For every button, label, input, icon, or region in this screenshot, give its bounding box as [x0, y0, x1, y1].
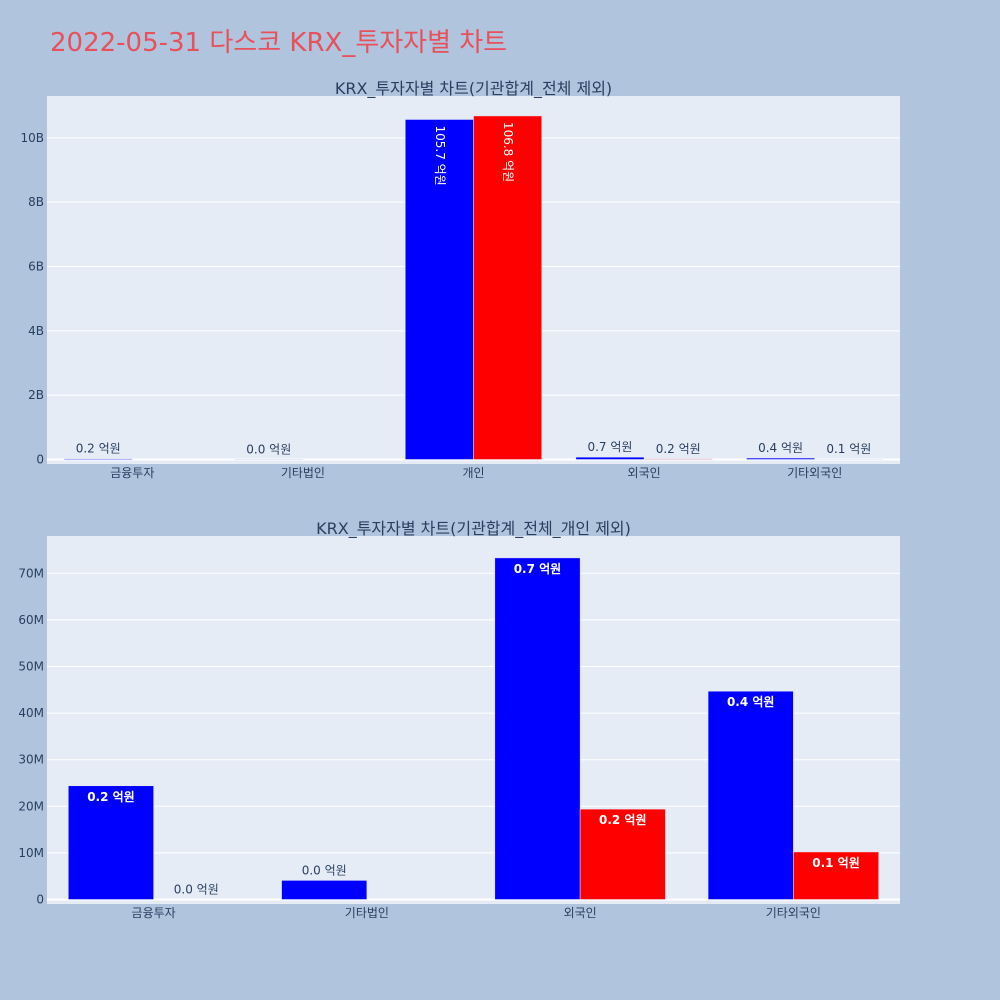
bar-value-label: 0.4 억원 [727, 695, 775, 709]
buy-bar [405, 119, 474, 460]
bar-value-label: 0.4 억원 [758, 441, 803, 455]
bar-value-label: 0.2 억원 [87, 790, 135, 804]
page-title: 2022-05-31 다스코 KRX_투자자별 차트 [50, 28, 508, 58]
buy-bar [707, 690, 794, 900]
x-tick-label: 외국인 [628, 466, 661, 480]
bar-value-label: 0.2 억원 [656, 442, 701, 456]
x-tick-label: 외국인 [564, 906, 597, 920]
y-tick-label: 10B [20, 131, 44, 145]
bar-value-label: 0.2 억원 [599, 813, 647, 827]
y-tick-label: 50M [18, 659, 44, 673]
x-tick-label: 기타외국인 [787, 466, 842, 480]
bar-value-label: 0.0 억원 [302, 863, 347, 877]
y-tick-label: 30M [18, 753, 44, 767]
bar-value-label: 106.8 억원 [501, 122, 515, 182]
y-tick-label: 2B [28, 388, 44, 402]
y-tick-label: 10M [18, 846, 44, 860]
y-tick-label: 4B [28, 324, 44, 338]
buy-bar [575, 456, 645, 460]
y-tick-label: 0 [36, 893, 44, 907]
bar-value-label: 0.0 억원 [246, 442, 291, 456]
sell-bar [643, 458, 713, 460]
sell-bar [473, 115, 542, 460]
buy-bar [494, 557, 581, 900]
y-tick-label: 60M [18, 613, 44, 627]
bar-value-label: 0.7 억원 [587, 440, 632, 454]
x-tick-label: 기타외국인 [766, 906, 821, 920]
y-tick-label: 8B [28, 195, 44, 209]
sell-bar [579, 808, 666, 900]
chart-title: KRX_투자자별 차트(기관합계_전체 제외) [335, 79, 612, 99]
x-tick-label: 금융투자 [110, 466, 154, 480]
y-tick-label: 0 [36, 453, 44, 467]
buy-bar [68, 785, 154, 900]
buy-bar [281, 880, 368, 900]
bar-value-label: 0.1 억원 [812, 856, 860, 870]
bar-value-label: 0.0 억원 [174, 883, 219, 897]
x-tick-label: 기타법인 [281, 466, 325, 480]
chart-title: KRX_투자자별 차트(기관합계_전체_개인 제외) [316, 519, 631, 539]
x-tick-label: 금융투자 [132, 906, 176, 920]
buy-bar [63, 458, 133, 460]
chart-top-investor-bars: 0 2B 4B 6B 8B 10B KRX_투자자별 차트(기관합계_전체 제외) 금융투자 0… [20, 79, 900, 480]
x-tick-label: 개인 [462, 466, 484, 480]
bar-value-label: 0.2 억원 [76, 442, 121, 456]
bar-value-label: 0.7 억원 [514, 562, 562, 576]
buy-bar [746, 457, 815, 460]
bar-value-label: 105.7 억원 [433, 125, 447, 185]
y-tick-label: 70M [18, 566, 44, 580]
chart-bottom-investor-bars: 0 10M 20M 30M 40M 50M 60M 70M KRX_투자자별 차트(기관합계_전… [18, 519, 900, 920]
bar-value-label: 0.1 억원 [826, 442, 871, 456]
y-tick-label: 20M [18, 799, 44, 813]
x-tick-label: 기타법인 [345, 906, 389, 920]
y-tick-label: 6B [28, 259, 44, 273]
y-tick-label: 40M [18, 706, 44, 720]
sell-bar [793, 851, 879, 900]
